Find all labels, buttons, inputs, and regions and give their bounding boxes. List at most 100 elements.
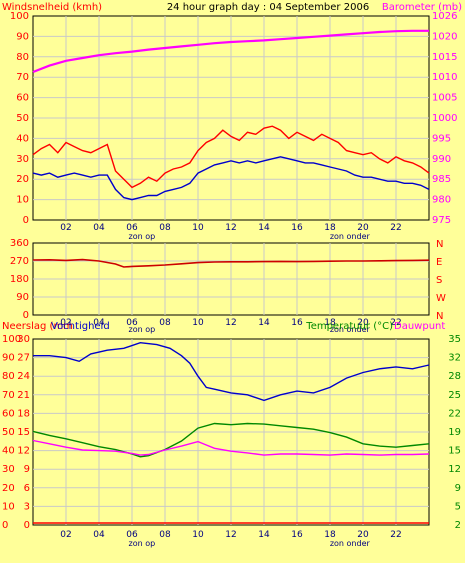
barometer-tick: 975 (432, 215, 451, 226)
wind-gust-line (32, 125, 430, 189)
panel1-x-tick: 10 (192, 223, 204, 233)
panel1-x-tick: 02 (60, 223, 71, 233)
panel3-sunrise-label: zon op (129, 539, 156, 548)
rain-tick: 27 (17, 353, 30, 364)
temperature-tick: 22 (448, 408, 461, 419)
panel1-x-tick: 18 (324, 223, 336, 233)
dewpoint-axis-title: Dauwpunt (394, 321, 445, 332)
chart-title: 24 hour graph day : 04 September 2006 (167, 2, 369, 13)
barometer-tick: 1015 (432, 52, 457, 63)
wind-speed-tick: 40 (16, 133, 29, 144)
direction-degree-tick: 360 (10, 238, 29, 249)
panel3-x-tick: 14 (258, 530, 270, 540)
panel1-x-tick: 22 (390, 223, 401, 233)
wind-speed-tick: 0 (23, 215, 29, 226)
barometer-tick: 1026 (432, 11, 457, 22)
wind-barometer-panel: 0102030405060708090100975980985990995100… (10, 11, 458, 241)
panel1-x-tick: 06 (126, 223, 138, 233)
temperature-tick: 12 (448, 464, 461, 475)
humidity-outer-tick: 50 (2, 427, 15, 438)
barometer-line (32, 29, 429, 74)
panel3-sunset-label: zon onder (330, 539, 371, 548)
wind-speed-axis-title: Windsnelheid (kmh) (2, 2, 102, 13)
temperature-tick: 5 (455, 501, 461, 512)
wind-speed-tick: 30 (16, 154, 29, 165)
compass-tick: N (436, 239, 443, 250)
panel3-x-tick: 22 (390, 530, 401, 540)
humidity-outer-tick: 10 (2, 501, 15, 512)
direction-degree-tick: 270 (10, 256, 29, 267)
wind-speed-tick: 20 (16, 174, 29, 185)
panel2-x-tick: 02 (60, 318, 71, 328)
panel2-x-tick: 16 (291, 318, 303, 328)
panel2-sunset-label: zon onder (330, 325, 371, 334)
direction-degree-tick: 90 (16, 292, 29, 303)
temperature-tick: 35 (448, 334, 461, 345)
humidity-outer-tick: 60 (2, 408, 15, 419)
panel2-x-tick: 18 (324, 318, 336, 328)
rain-tick: 21 (17, 390, 30, 401)
barometer-tick: 1020 (432, 31, 457, 42)
compass-tick: S (436, 275, 442, 286)
wind-speed-tick: 80 (16, 52, 29, 63)
rain-tick: 3 (24, 501, 30, 512)
panel2-x-tick: 14 (258, 318, 270, 328)
panel3-x-tick: 16 (291, 530, 303, 540)
panel3-x-tick: 08 (159, 530, 171, 540)
humidity-outer-tick: 0 (2, 520, 8, 531)
temperature-tick: 9 (455, 483, 461, 494)
panel1-x-tick: 16 (291, 223, 303, 233)
rain-tick: 9 (24, 464, 30, 475)
direction-degree-tick: 0 (23, 310, 29, 321)
temperature-axis-title: Temperatuur (°C) (305, 321, 393, 332)
panel3-x-tick: 02 (60, 530, 71, 540)
dewpoint-line (32, 439, 430, 456)
rain-tick: 15 (17, 427, 30, 438)
compass-tick: N (436, 311, 443, 322)
temperature-tick: 32 (448, 353, 461, 364)
panel1-x-tick: 20 (357, 223, 369, 233)
temperature-tick: 15 (448, 446, 461, 457)
panel1-x-tick: 12 (225, 223, 236, 233)
rain-tick: 18 (17, 408, 30, 419)
temperature-tick: 19 (448, 427, 461, 438)
barometer-tick: 995 (432, 133, 451, 144)
panel2-x-tick: 10 (192, 318, 204, 328)
wind-speed-tick: 50 (16, 113, 29, 124)
chart-header: Windsnelheid (kmh) 24 hour graph day : 04… (2, 2, 462, 13)
humidity-outer-tick: 90 (2, 353, 15, 364)
panel2-sunrise-label: zon op (129, 325, 156, 334)
panel1-x-tick: 04 (93, 223, 105, 233)
panel1-sunset-label: zon onder (330, 232, 371, 241)
rain-tick: 0 (24, 520, 30, 531)
barometer-tick: 990 (432, 154, 451, 165)
barometer-tick: 1000 (432, 113, 457, 124)
panel2-x-tick: 12 (225, 318, 236, 328)
barometer-axis-title: Barometer (mb) (382, 2, 462, 13)
panel1-sunrise-label: zon op (129, 232, 156, 241)
rain-tick: 6 (24, 483, 30, 494)
barometer-tick: 1005 (432, 93, 457, 104)
barometer-tick: 985 (432, 174, 451, 185)
barometer-tick: 980 (432, 195, 451, 206)
rain-axis-title: Neerslag (mm (2, 321, 73, 332)
temperature-tick: 25 (448, 390, 461, 401)
wind-speed-tick: 90 (16, 31, 29, 42)
humidity-outer-tick: 80 (2, 371, 15, 382)
panel3-x-tick: 18 (324, 530, 336, 540)
wind-speed-line (32, 156, 430, 201)
compass-tick: W (436, 293, 446, 304)
humidity-axis-title: Vochtigheid (51, 321, 110, 332)
panel3-x-tick: 04 (93, 530, 105, 540)
compass-tick: E (436, 257, 442, 268)
wind-speed-tick: 70 (16, 72, 29, 83)
panel3-x-tick: 20 (357, 530, 369, 540)
panel2-x-tick: 22 (390, 318, 401, 328)
wind-direction-line (32, 258, 430, 268)
panel3-x-tick: 10 (192, 530, 204, 540)
wind-speed-tick: 10 (16, 195, 29, 206)
temperature-tick: 2 (455, 520, 461, 531)
panel1-x-tick: 14 (258, 223, 270, 233)
